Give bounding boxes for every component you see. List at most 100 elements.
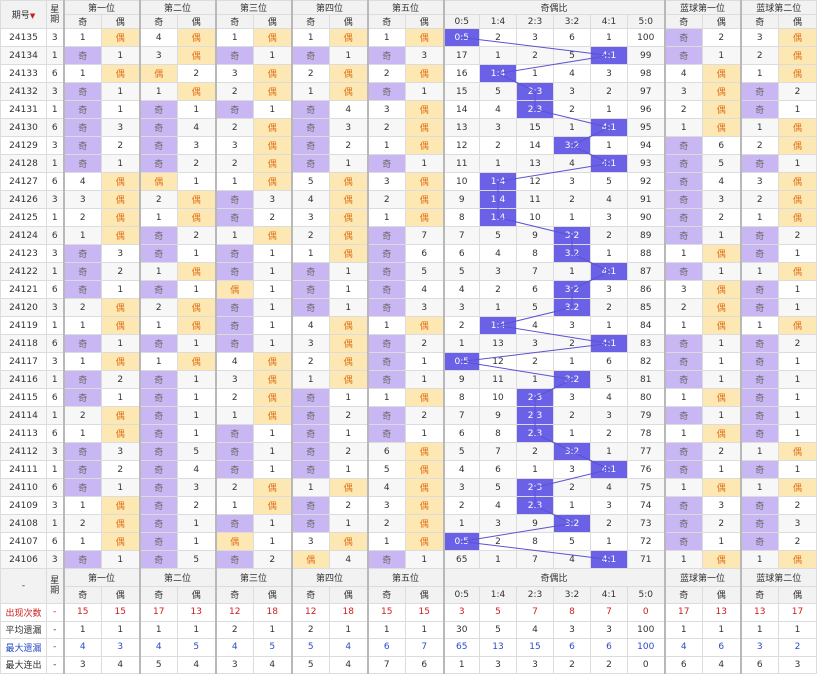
- value-cell: 2: [663, 298, 703, 317]
- even-mark: 偶: [405, 118, 444, 137]
- table-row[interactable]: 24125 1 2 偶 1 偶奇 2 3 偶 1 偶 8 1:4 10 1 3 90 奇 2 1 偶: [0, 208, 817, 227]
- value-cell: 2: [366, 514, 406, 533]
- ratio-cell: 94: [627, 136, 665, 155]
- value-cell: 2: [214, 478, 254, 497]
- value-cell: 1: [739, 64, 779, 83]
- table-row[interactable]: 24111 1 奇 2 奇 4 奇 1 奇 1 5 偶 4 6 1 3 4:1 76 奇 1 奇 1: [0, 460, 817, 479]
- table-row[interactable]: 24129 3 奇 2 奇 3 3 偶奇 2 1 偶 12 2 14 3:2 1 94 奇 6 2 偶: [0, 136, 817, 155]
- period-number: 24118: [0, 334, 47, 353]
- value-cell: 3: [290, 334, 330, 353]
- even-mark: 偶: [778, 478, 817, 497]
- table-row[interactable]: 24113 6 1 偶奇 1 奇 1 奇 1 奇 1 6 8 2:3 1 2 78 1 偶奇 1: [0, 424, 817, 443]
- stats-value: 1: [366, 620, 406, 639]
- footer-group-blue1: 蓝球第一位: [663, 568, 741, 587]
- stats-footer: - 星期 第一位 第二位 第三位 第四位 第五位 奇偶比 蓝球第一位 蓝球第二位…: [0, 568, 817, 674]
- value-cell: 7: [405, 226, 444, 245]
- weekday-cell: 1: [46, 514, 64, 533]
- table-row[interactable]: 24120 3 2 偶 2 偶奇 1 奇 1 奇 3 3 1 5 3:2 2 85 2 偶奇 1: [0, 298, 817, 317]
- even-mark: 偶: [702, 100, 741, 119]
- value-cell: 1: [405, 352, 444, 371]
- footer-sub-even: 偶: [778, 585, 817, 604]
- table-row[interactable]: 24127 6 4 偶偶 1 1 偶 5 偶 3 偶 10 1:4 12 3 5 92 奇 4 3 偶: [0, 172, 817, 191]
- odd-mark: 奇: [62, 118, 102, 137]
- stats-value: 5: [138, 655, 178, 674]
- table-row[interactable]: 24135 3 1 偶 4 偶 1 偶 1 偶 1 偶 0:5 2 3 6 1 100 奇 2 3 偶: [0, 28, 817, 47]
- value-cell: 2: [778, 334, 817, 353]
- table-row[interactable]: 24114 1 2 偶奇 1 1 偶奇 2 奇 2 7 9 2:3 2 3 79 奇 1 奇 1: [0, 406, 817, 425]
- weekday-cell: 1: [46, 406, 64, 425]
- table-row[interactable]: 24107 6 1 偶奇 1 偶 1 3 偶 1 偶 0:5 2 8 5 1 72 奇 1 奇 2: [0, 532, 817, 551]
- table-row[interactable]: 24119 1 1 偶 1 偶奇 1 4 偶 1 偶 2 1:4 4 3 1 84 1 偶 1 偶: [0, 316, 817, 335]
- even-mark: 偶: [702, 550, 741, 569]
- table-row[interactable]: 24126 3 3 偶 2 偶奇 3 4 偶 2 偶 9 1:4 11 2 4 91 奇 3 2 偶: [0, 190, 817, 209]
- value-cell: 2: [290, 64, 330, 83]
- ratio-cell: 87: [627, 262, 665, 281]
- value-cell: 1: [778, 244, 817, 263]
- even-mark: 偶: [329, 352, 368, 371]
- odd-mark: 奇: [663, 190, 703, 209]
- ratio-cell: 9: [442, 190, 480, 209]
- value-cell: 1: [329, 460, 368, 479]
- odd-mark: 奇: [663, 154, 703, 173]
- sort-desc-icon[interactable]: ▼: [29, 12, 36, 20]
- table-row[interactable]: 24108 1 2 偶奇 1 奇 1 奇 1 2 偶 1 3 9 3:2 2 73 奇 2 奇 3: [0, 514, 817, 533]
- period-header[interactable]: 期号▼: [0, 0, 47, 29]
- value-cell: 1: [405, 424, 444, 443]
- value-cell: 1: [366, 208, 406, 227]
- header-sub-odd: 奇: [290, 14, 330, 29]
- header-sub-even: 偶: [253, 14, 292, 29]
- stats-value: 1: [778, 620, 817, 639]
- value-cell: 5: [366, 460, 406, 479]
- table-row[interactable]: 24116 1 奇 2 奇 1 3 偶 1 偶奇 1 9 11 1 3:2 5 81 奇 1 奇 1: [0, 370, 817, 389]
- ratio-cell: 5: [479, 82, 517, 101]
- table-row[interactable]: 24133 6 1 偶偶 2 3 偶 2 偶 2 偶 16 1:4 1 4 3 98 4 偶 1 偶: [0, 64, 817, 83]
- table-row[interactable]: 24112 3 奇 3 奇 5 奇 1 奇 2 6 偶 5 7 2 3:2 1 77 奇 2 1 偶: [0, 442, 817, 461]
- ratio-cell: 1: [590, 442, 628, 461]
- ratio-cell: 2: [479, 136, 517, 155]
- table-row[interactable]: 24109 3 1 偶奇 2 1 偶奇 2 3 偶 2 4 2:3 1 3 74 奇 3 奇 2: [0, 496, 817, 515]
- stats-label: 平均遗漏: [0, 620, 47, 639]
- table-row[interactable]: 24110 6 奇 1 奇 3 2 偶 1 偶 4 偶 3 5 2:3 2 4 75 1 偶 1 偶: [0, 478, 817, 497]
- value-cell: 1: [739, 478, 779, 497]
- table-row[interactable]: 24118 6 奇 1 奇 1 奇 1 3 偶奇 2 1 13 3 2 4:1 83 奇 1 奇 2: [0, 334, 817, 353]
- table-row[interactable]: 24121 6 奇 1 奇 1 偶 1 奇 1 奇 4 4 2 6 3:2 3 86 3 偶奇 1: [0, 280, 817, 299]
- table-row[interactable]: 24124 6 1 偶奇 2 1 偶 2 偶奇 7 7 5 9 3:2 2 89 奇 1 奇 2: [0, 226, 817, 245]
- even-mark: 偶: [778, 136, 817, 155]
- table-row[interactable]: 24106 3 奇 1 奇 5 奇 2 偶 4 奇 1 65 1 7 4 4:1 71 1 偶 1 偶: [0, 550, 817, 569]
- stats-value: 4: [138, 638, 178, 657]
- stats-row: 最大遗漏 -4 3 4 5 4 5 5 4 6 7 65 13 15 6 6 100 4 6 3 2: [0, 638, 817, 657]
- even-mark: 偶: [253, 154, 292, 173]
- value-cell: 1: [739, 118, 779, 137]
- value-cell: 3: [101, 442, 140, 461]
- header-sub-odd: 奇: [138, 14, 178, 29]
- value-cell: 1: [177, 244, 216, 263]
- stats-value: -: [46, 620, 64, 639]
- odd-mark: 奇: [739, 352, 779, 371]
- value-cell: 2: [101, 460, 140, 479]
- footer-sub-odd: 奇: [739, 585, 779, 604]
- footer-group-pos1: 第一位: [62, 568, 140, 587]
- stats-label: 出现次数: [0, 603, 47, 622]
- table-row[interactable]: 24115 6 奇 1 奇 1 2 偶奇 1 1 偶 8 10 2:3 3 4 80 1 偶奇 1: [0, 388, 817, 407]
- table-row[interactable]: 24128 1 奇 1 奇 2 2 偶奇 1 奇 1 11 1 13 4 4:1 93 奇 5 奇 1: [0, 154, 817, 173]
- ratio-cell: 12: [479, 352, 517, 371]
- table-row[interactable]: 24132 3 奇 1 1 偶 2 偶 1 偶奇 1 15 5 2:3 3 2 97 3 偶奇 2: [0, 82, 817, 101]
- table-row[interactable]: 24123 3 奇 3 奇 1 奇 1 1 偶奇 6 6 4 8 3:2 1 88 1 偶奇 1: [0, 244, 817, 263]
- table-row[interactable]: 24122 1 奇 2 1 偶奇 1 奇 1 奇 5 5 3 7 1 4:1 87 奇 1 1 偶: [0, 262, 817, 281]
- ratio-cell: 9: [479, 406, 517, 425]
- even-mark: 偶: [329, 226, 368, 245]
- table-row[interactable]: 24134 1 奇 1 3 偶奇 1 奇 1 奇 3 17 1 2 5 4:1 99 奇 1 2 偶: [0, 46, 817, 65]
- even-mark: 偶: [702, 118, 741, 137]
- stats-value: 17: [778, 603, 817, 622]
- value-cell: 1: [405, 370, 444, 389]
- value-cell: 1: [62, 226, 102, 245]
- period-number: 24117: [0, 352, 47, 371]
- ratio-cell: 1: [590, 28, 628, 47]
- table-row[interactable]: 24131 1 奇 1 奇 1 奇 1 奇 4 3 偶 14 4 2:3 2 1 96 2 偶奇 1: [0, 100, 817, 119]
- ratio-cell: 10: [442, 172, 480, 191]
- stats-value: 5: [479, 620, 517, 639]
- value-cell: 1: [101, 388, 140, 407]
- table-row[interactable]: 24130 6 奇 3 奇 4 2 偶奇 3 2 偶 13 3 15 1 4:1 95 1 偶 1 偶: [0, 118, 817, 137]
- table-row[interactable]: 24117 3 1 偶 1 偶 4 偶 2 偶奇 1 0:5 12 2 1 6 82 奇 1 奇 1: [0, 352, 817, 371]
- stats-value: 1: [442, 655, 480, 674]
